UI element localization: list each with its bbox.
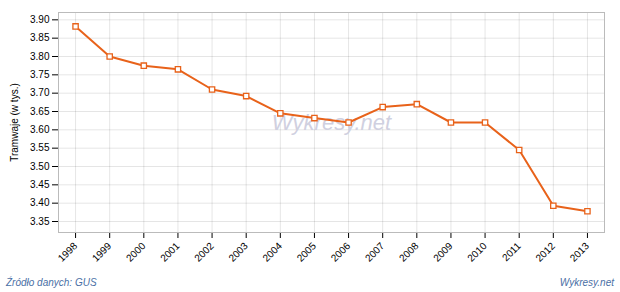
svg-text:3.55: 3.55 <box>30 142 50 153</box>
svg-text:1998: 1998 <box>56 240 80 264</box>
svg-text:2004: 2004 <box>260 240 284 264</box>
svg-text:3.40: 3.40 <box>30 197 50 208</box>
svg-text:2012: 2012 <box>533 240 557 264</box>
svg-text:Wykresy.net: Wykresy.net <box>272 110 392 135</box>
svg-text:2010: 2010 <box>465 240 489 264</box>
svg-text:2001: 2001 <box>158 240 182 264</box>
svg-text:3.85: 3.85 <box>30 32 50 43</box>
svg-text:2007: 2007 <box>363 240 387 264</box>
svg-text:2005: 2005 <box>295 240 319 264</box>
svg-text:2013: 2013 <box>568 240 592 264</box>
svg-text:3.50: 3.50 <box>30 161 50 172</box>
svg-text:2006: 2006 <box>329 240 353 264</box>
svg-text:2003: 2003 <box>226 240 250 264</box>
svg-text:3.35: 3.35 <box>30 216 50 227</box>
svg-text:1999: 1999 <box>90 240 114 264</box>
html-text:Źródło danych: GUS: Źródło danych: GUS <box>6 276 97 288</box>
svg-text:3.80: 3.80 <box>30 51 50 62</box>
svg-text:2000: 2000 <box>124 240 148 264</box>
svg-text:2008: 2008 <box>397 240 421 264</box>
svg-text:2002: 2002 <box>192 240 216 264</box>
svg-text:Tramwaje (w tys.): Tramwaje (w tys.) <box>9 83 20 162</box>
svg-text:3.70: 3.70 <box>30 87 50 98</box>
html-text:Wykresy.net: Wykresy.net <box>559 276 614 288</box>
svg-text:3.75: 3.75 <box>30 69 50 80</box>
svg-text:2009: 2009 <box>431 240 455 264</box>
svg-text:3.60: 3.60 <box>30 124 50 135</box>
svg-text:3.90: 3.90 <box>30 14 50 25</box>
svg-text:3.45: 3.45 <box>30 179 50 190</box>
svg-text:3.65: 3.65 <box>30 106 50 117</box>
svg-text:2011: 2011 <box>500 240 523 263</box>
